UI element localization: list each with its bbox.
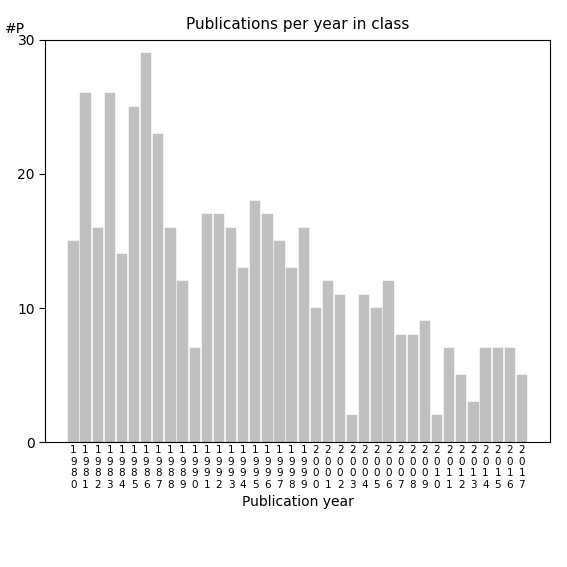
Bar <box>408 335 418 442</box>
Bar <box>420 321 430 442</box>
Bar <box>202 214 212 442</box>
Bar <box>105 94 115 442</box>
Bar <box>432 416 442 442</box>
Bar <box>92 227 103 442</box>
Bar <box>311 308 321 442</box>
Bar <box>189 348 200 442</box>
Bar <box>117 255 127 442</box>
Bar <box>214 214 224 442</box>
Bar <box>262 214 273 442</box>
Title: Publications per year in class: Publications per year in class <box>186 16 409 32</box>
Bar <box>226 227 236 442</box>
Bar <box>444 348 454 442</box>
Bar <box>250 201 260 442</box>
Bar <box>299 227 309 442</box>
Bar <box>396 335 406 442</box>
Bar <box>480 348 490 442</box>
Bar <box>129 107 139 442</box>
Bar <box>177 281 188 442</box>
Bar <box>468 402 479 442</box>
Bar <box>274 241 285 442</box>
Bar <box>68 241 79 442</box>
Bar <box>238 268 248 442</box>
X-axis label: Publication year: Publication year <box>242 496 354 509</box>
Bar <box>456 375 467 442</box>
Bar <box>493 348 503 442</box>
Bar <box>335 295 345 442</box>
Bar <box>81 94 91 442</box>
Bar <box>165 227 176 442</box>
Bar <box>517 375 527 442</box>
Text: #P: #P <box>5 22 25 36</box>
Bar <box>286 268 297 442</box>
Bar <box>153 134 163 442</box>
Bar <box>371 308 382 442</box>
Bar <box>383 281 393 442</box>
Bar <box>141 53 151 442</box>
Bar <box>323 281 333 442</box>
Bar <box>359 295 370 442</box>
Bar <box>347 416 357 442</box>
Bar <box>505 348 515 442</box>
